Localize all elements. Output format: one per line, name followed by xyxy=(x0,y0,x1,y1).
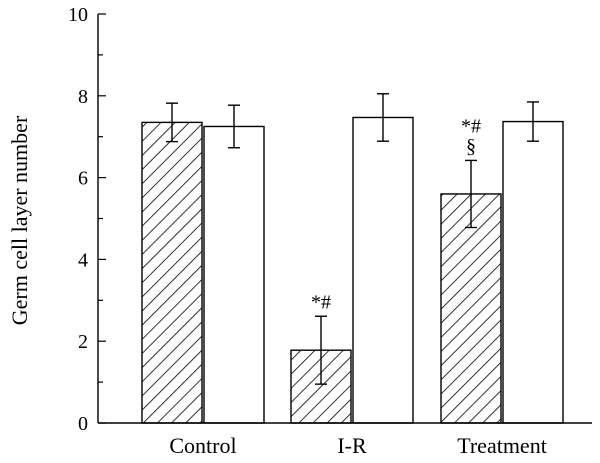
x-category-label: I-R xyxy=(337,433,367,458)
y-tick-label: 2 xyxy=(78,331,88,353)
significance-mark: *# xyxy=(461,115,481,137)
error-bar-i-r-series-1 xyxy=(315,315,327,385)
x-category-label: Control xyxy=(169,433,236,458)
y-tick-label: 10 xyxy=(68,4,88,26)
y-axis-label: Germ cell layer number xyxy=(7,115,32,325)
y-tick-label: 0 xyxy=(78,413,88,435)
error-bar-treatment-series-1 xyxy=(465,159,477,229)
y-tick-label: 4 xyxy=(78,249,88,271)
chart-labels: 0 2 4 6 8 10 Control I-R Treatment Germ cell laye… xyxy=(7,4,547,458)
error-bar-control-series-1 xyxy=(166,102,178,143)
chart-marks xyxy=(141,93,564,424)
significance-mark: § xyxy=(466,135,476,157)
bar-treatment-series-1 xyxy=(440,193,502,424)
bar-control-series-1 xyxy=(141,121,203,424)
error-bar-i-r-series-2 xyxy=(377,93,389,142)
y-tick-label: 6 xyxy=(78,168,88,190)
chart-axes xyxy=(97,13,592,424)
significance-mark: *# xyxy=(311,291,331,313)
x-category-label: Treatment xyxy=(457,433,547,458)
bar-control-series-2 xyxy=(203,125,265,424)
y-tick-label: 8 xyxy=(78,86,88,108)
bar-i-r-series-2 xyxy=(352,116,414,424)
error-bar-control-series-2 xyxy=(228,104,240,149)
error-bar-treatment-series-2 xyxy=(527,101,539,142)
bar-treatment-series-2 xyxy=(502,120,564,424)
